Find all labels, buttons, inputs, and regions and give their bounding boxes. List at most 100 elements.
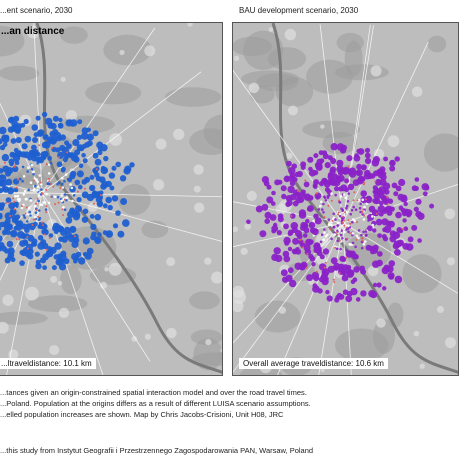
destination-dot xyxy=(29,214,32,217)
destination-dot xyxy=(46,246,53,252)
destination-dot xyxy=(332,226,335,229)
urban-patch xyxy=(413,330,420,337)
origin-dot xyxy=(302,246,305,249)
origin-dot xyxy=(386,195,389,198)
forest-patch xyxy=(335,328,389,362)
destination-dot xyxy=(45,193,48,196)
destination-dot xyxy=(402,218,407,223)
destination-dot xyxy=(313,153,319,159)
destination-dot xyxy=(82,251,88,257)
destination-dot xyxy=(288,175,295,183)
destination-dot xyxy=(392,231,401,239)
destination-dot xyxy=(336,159,344,167)
destination-dot xyxy=(53,195,57,199)
left-map-heading: ...an distance xyxy=(1,26,65,37)
destination-dot xyxy=(338,186,344,192)
destination-dot xyxy=(354,153,359,158)
destination-dot xyxy=(283,175,290,183)
destination-dot xyxy=(357,229,361,232)
urban-patch xyxy=(286,152,293,160)
origin-dot xyxy=(76,190,79,193)
destination-dot xyxy=(41,228,48,235)
destination-dot xyxy=(97,150,103,156)
destination-dot xyxy=(391,182,398,189)
forest-patch xyxy=(0,65,40,81)
destination-dot xyxy=(0,245,2,251)
destination-dot xyxy=(5,230,11,235)
destination-dot xyxy=(92,130,99,137)
destination-dot xyxy=(298,191,305,199)
origin-dot xyxy=(13,165,16,168)
destination-dot xyxy=(28,149,35,156)
destination-dot xyxy=(317,288,323,294)
destination-dot xyxy=(330,223,333,227)
origin-dot xyxy=(45,163,48,166)
destination-dot xyxy=(364,230,368,233)
destination-dot xyxy=(49,162,53,165)
road xyxy=(277,222,344,375)
destination-dot xyxy=(361,213,364,216)
destination-dot xyxy=(383,264,390,272)
destination-dot xyxy=(61,235,68,243)
destination-dot xyxy=(19,177,22,181)
origin-dot xyxy=(52,185,55,188)
urban-patch xyxy=(49,345,60,356)
destination-dot xyxy=(375,218,383,226)
destination-dot xyxy=(338,201,342,204)
destination-dot xyxy=(333,233,337,236)
origin-dot xyxy=(343,224,346,227)
destination-dot xyxy=(108,172,116,179)
destination-dot xyxy=(367,225,373,232)
destination-dot xyxy=(94,191,101,198)
destination-dot xyxy=(105,230,114,238)
urban-patch xyxy=(446,257,456,266)
destination-dot xyxy=(22,175,26,178)
origin-dot xyxy=(352,199,355,202)
destination-dot xyxy=(94,213,102,221)
destination-dot xyxy=(336,143,345,151)
destination-dot xyxy=(81,179,88,185)
destination-dot xyxy=(364,147,371,153)
destination-dot xyxy=(282,276,289,283)
destination-dot xyxy=(277,216,284,223)
urban-patch xyxy=(50,275,58,283)
urban-patch xyxy=(25,286,39,301)
destination-dot xyxy=(338,229,341,232)
origin-dot xyxy=(36,197,39,200)
destination-dot xyxy=(31,124,38,131)
destination-dot xyxy=(92,152,99,159)
destination-dot xyxy=(76,170,84,178)
destination-dot xyxy=(78,163,84,168)
destination-dot xyxy=(273,247,281,255)
destination-dot xyxy=(109,185,115,191)
right-travel-distance-label: Overall average traveldistance: 10.6 km xyxy=(239,358,388,369)
destination-dot xyxy=(93,169,98,175)
destination-dot xyxy=(9,161,14,167)
destination-dot xyxy=(339,255,346,262)
destination-dot xyxy=(308,169,317,177)
destination-dot xyxy=(30,241,37,247)
urban-patch xyxy=(2,294,14,306)
destination-dot xyxy=(340,229,343,232)
destination-dot xyxy=(255,205,263,213)
origin-dot xyxy=(323,266,326,269)
road xyxy=(342,222,352,375)
origin-dot xyxy=(362,183,365,186)
forest-patch xyxy=(306,59,353,94)
destination-dot xyxy=(52,115,59,122)
road xyxy=(342,222,458,294)
destination-dot xyxy=(361,198,364,202)
urban-patch xyxy=(233,290,247,305)
origin-dot xyxy=(361,239,364,242)
origin-dot xyxy=(37,215,40,218)
forest-patch xyxy=(0,25,25,57)
destination-dot xyxy=(34,251,40,257)
river xyxy=(35,23,222,374)
destination-dot xyxy=(355,297,361,302)
origin-dot xyxy=(338,199,341,202)
origin-dot xyxy=(92,202,95,205)
origin-dot xyxy=(347,219,350,222)
origin-dot xyxy=(62,214,65,216)
destination-dot xyxy=(394,249,401,256)
destination-dot xyxy=(339,233,343,237)
